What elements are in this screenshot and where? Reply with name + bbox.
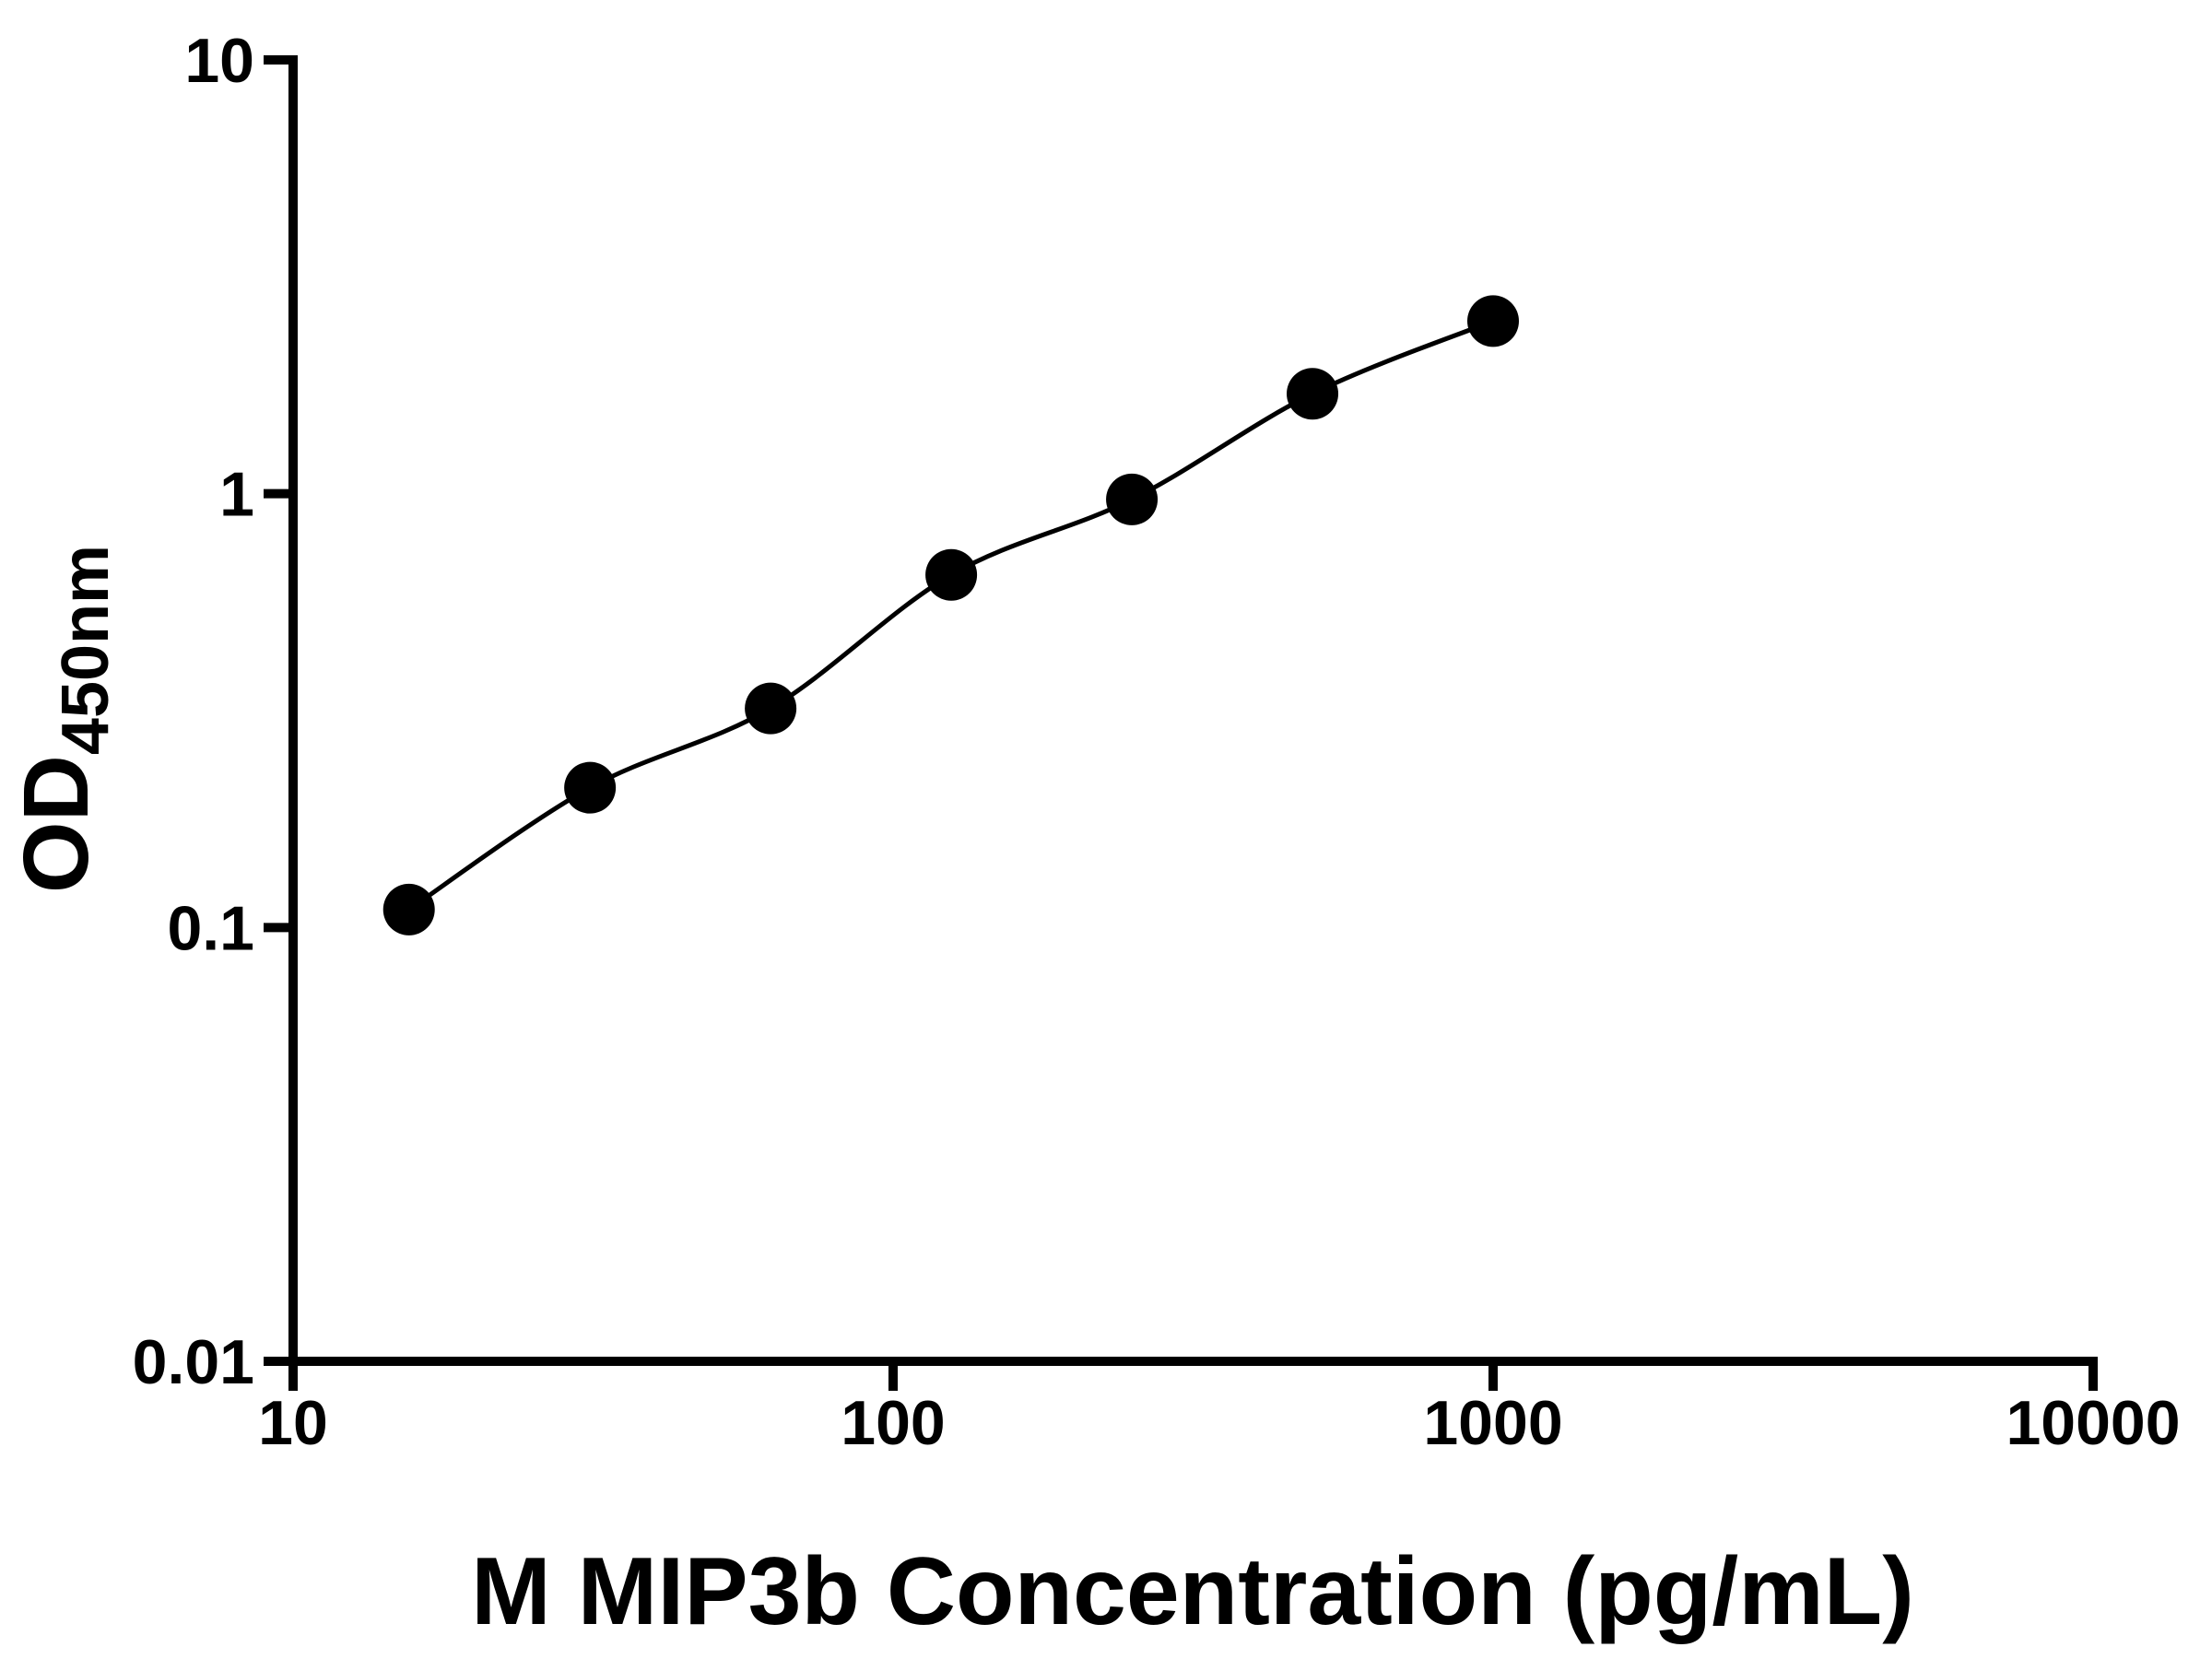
y-tick-label: 0.1	[167, 893, 254, 963]
data-point	[1467, 295, 1519, 347]
x-axis-tick-labels: 10 100 1000 10000	[258, 1388, 2180, 1458]
x-tick-label: 100	[841, 1388, 945, 1458]
y-axis-title-text: OD	[5, 755, 108, 893]
x-axis-ticks	[288, 1361, 2098, 1391]
x-axis-title: M MIP3b Concentration (pg/mL)	[471, 1538, 1914, 1645]
data-point	[1106, 473, 1159, 525]
data-point	[925, 548, 978, 601]
data-point	[382, 883, 435, 935]
y-axis-tick-labels: 0.01 0.1 1 10	[133, 26, 254, 1397]
x-tick-label: 1000	[1423, 1388, 1562, 1458]
data-point	[745, 682, 797, 735]
y-axis-ticks	[264, 55, 293, 1366]
data-point	[564, 761, 617, 814]
y-tick-label: 1	[219, 460, 254, 530]
data-point	[1287, 368, 1339, 420]
x-tick-label: 10000	[2006, 1388, 2180, 1458]
y-tick-label: 10	[184, 26, 254, 96]
y-axis-title-subscript: 450nm	[49, 545, 123, 755]
x-tick-label: 10	[258, 1388, 328, 1458]
data-points	[382, 295, 1519, 935]
y-tick-label: 0.01	[133, 1327, 254, 1397]
axes	[288, 55, 2098, 1366]
y-axis-title: OD450nm	[5, 545, 123, 893]
